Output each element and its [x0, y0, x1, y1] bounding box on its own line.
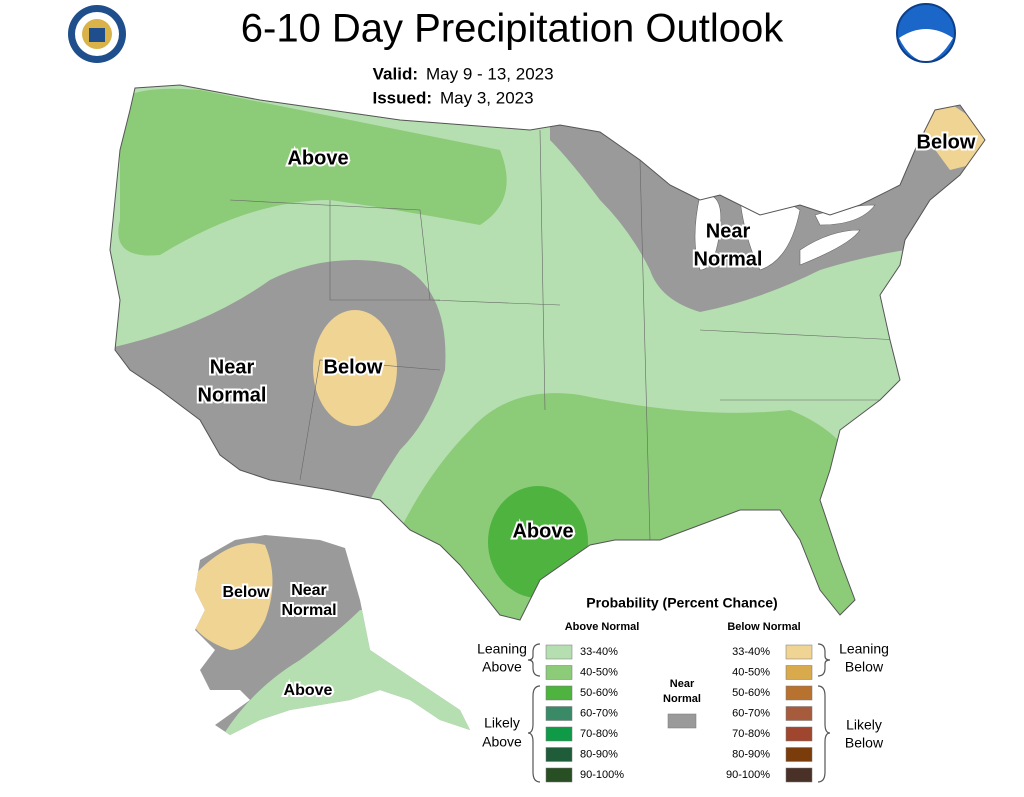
region-label: Below — [324, 356, 383, 378]
near-label: Near — [670, 678, 695, 690]
legend-swatch — [785, 706, 813, 721]
legend-label: 33-40% — [580, 646, 618, 658]
legend-label: 70-80% — [580, 728, 618, 740]
region-label: Near — [706, 220, 751, 242]
legend-swatch — [545, 706, 573, 721]
legend-swatch — [545, 726, 573, 742]
group-label: Likely — [846, 717, 882, 733]
legend-label: 33-40% — [732, 646, 770, 658]
region-label: Near — [210, 356, 255, 378]
region-label: Normal — [281, 602, 336, 619]
legend-swatch — [785, 726, 813, 742]
issued-label: Issued: — [372, 88, 432, 107]
legend-label: 40-50% — [580, 666, 618, 678]
region-below-southwest — [313, 310, 397, 426]
legend-swatch — [785, 685, 813, 701]
region-label: Above — [512, 520, 573, 542]
region-label: Normal — [694, 248, 763, 270]
legend-swatch — [545, 685, 573, 701]
legend-swatch — [545, 747, 573, 762]
region-label: Below — [917, 131, 976, 153]
region-label: Above — [284, 682, 333, 699]
group-label: Likely — [484, 715, 520, 731]
legend-swatch — [545, 767, 573, 783]
doc-logo — [68, 5, 126, 63]
legend-label: 50-60% — [580, 687, 618, 699]
region-below-maine — [925, 100, 985, 170]
valid-dates: May 9 - 13, 2023 — [426, 64, 554, 83]
region-label: Near — [291, 582, 327, 599]
group-label: Below — [845, 659, 884, 675]
alaska-map — [195, 535, 470, 735]
region-label: Below — [222, 584, 270, 601]
region-label: Normal — [198, 384, 267, 406]
valid-label: Valid: — [373, 64, 418, 83]
legend-label: 80-90% — [580, 748, 618, 760]
brace — [527, 685, 541, 783]
legend-swatch — [785, 665, 813, 680]
brace — [817, 685, 831, 783]
legend-swatch — [785, 747, 813, 762]
legend-title: Probability (Percent Chance) — [586, 595, 777, 611]
legend-heading: Below Normal — [727, 621, 800, 633]
legend-swatch — [545, 665, 573, 680]
legend-swatch — [785, 767, 813, 783]
region-label: Above — [287, 147, 348, 169]
title: 6-10 Day Precipitation Outlook — [241, 7, 785, 51]
legend-heading: Above Normal — [565, 621, 640, 633]
brace — [817, 643, 831, 677]
legend-swatch — [545, 644, 573, 660]
group-label: Above — [482, 659, 522, 675]
legend-label: 60-70% — [580, 707, 618, 719]
region-above-northwest — [118, 88, 507, 256]
legend-label: 50-60% — [732, 687, 770, 699]
region-below-alaska — [195, 543, 273, 650]
legend-label: 80-90% — [732, 748, 770, 760]
legend-label: 90-100% — [726, 769, 770, 781]
group-label: Leaning — [839, 641, 889, 657]
issued-date: May 3, 2023 — [440, 88, 534, 107]
legend: Probability (Percent Chance) Above Norma… — [477, 595, 889, 783]
legend-label: 60-70% — [732, 707, 770, 719]
legend-label: 90-100% — [580, 769, 624, 781]
group-label: Above — [482, 734, 522, 750]
group-label: Leaning — [477, 641, 527, 657]
legend-label: 70-80% — [732, 728, 770, 740]
brace — [527, 643, 541, 677]
group-label: Below — [845, 735, 884, 751]
legend-label: 40-50% — [732, 666, 770, 678]
near-swatch — [667, 713, 697, 729]
legend-swatch — [785, 644, 813, 660]
noaa-logo — [896, 3, 956, 63]
near-label: Normal — [663, 693, 701, 705]
